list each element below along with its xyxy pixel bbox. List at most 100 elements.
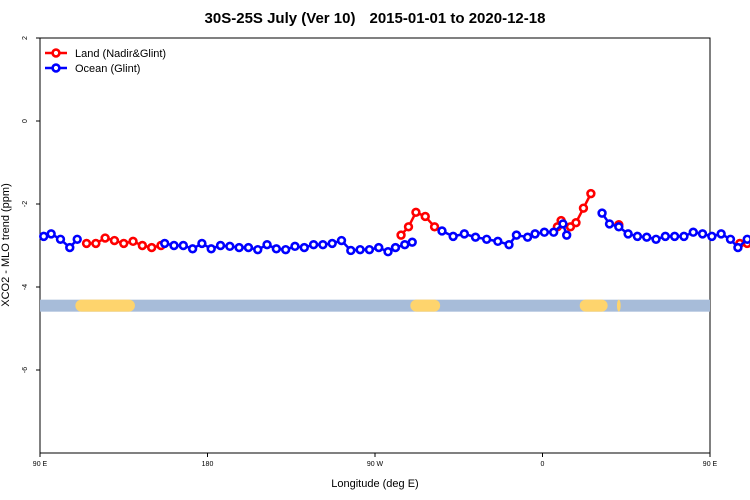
- land-segment: [75, 299, 135, 312]
- data-point: [225, 241, 235, 252]
- data-point: [280, 244, 291, 255]
- chart-title-text: 30S-25S July (Ver 10): [204, 10, 356, 27]
- data-point: [253, 244, 263, 255]
- chart-date-range: 2015-01-01 to 2020-12-18: [369, 10, 546, 27]
- data-point: [561, 230, 572, 240]
- data-point: [597, 208, 607, 218]
- y-tick-label: -2: [22, 201, 29, 207]
- data-point: [383, 247, 393, 257]
- data-point: [119, 238, 129, 249]
- data-point: [39, 231, 49, 242]
- data-point: [271, 244, 282, 254]
- data-point: [215, 240, 226, 251]
- data-point: [481, 234, 492, 244]
- data-point: [374, 242, 384, 253]
- data-point: [262, 239, 272, 250]
- data-point: [187, 244, 198, 254]
- data-point: [725, 234, 736, 244]
- data-point: [707, 231, 717, 242]
- legend-marker: [51, 48, 61, 58]
- data-point: [169, 240, 179, 251]
- data-point: [146, 242, 157, 253]
- data-point: [400, 239, 410, 250]
- ocean-strip: [40, 299, 710, 312]
- x-tick-label: 180: [202, 461, 214, 468]
- data-point: [578, 203, 589, 213]
- data-point: [539, 227, 550, 237]
- data-point: [137, 240, 148, 251]
- data-point: [511, 230, 522, 240]
- data-point: [336, 235, 347, 246]
- data-point: [403, 222, 414, 232]
- data-point: [55, 234, 66, 244]
- data-point: [46, 229, 56, 239]
- data-point: [308, 239, 319, 250]
- data-point: [411, 207, 421, 218]
- legend-marker: [51, 63, 61, 73]
- data-point: [548, 227, 559, 237]
- data-point: [206, 244, 216, 254]
- data-point: [178, 240, 189, 251]
- x-tick-label: 90 E: [703, 461, 718, 468]
- data-point: [420, 211, 430, 222]
- data-point: [109, 235, 120, 246]
- data-point: [128, 236, 138, 247]
- chart-title: 30S-25S July (Ver 10) 2015-01-01 to 2020-…: [0, 10, 750, 27]
- data-point: [586, 188, 596, 199]
- data-point: [623, 229, 633, 239]
- data-point: [197, 238, 207, 249]
- y-tick-label: -6: [22, 367, 29, 373]
- data-point: [688, 227, 698, 237]
- land-segment: [410, 299, 441, 312]
- y-tick-label: -4: [22, 284, 29, 290]
- data-point: [632, 231, 643, 242]
- data-point: [651, 234, 661, 244]
- land-segment: [616, 299, 621, 312]
- data-point: [571, 217, 581, 228]
- data-point: [669, 231, 680, 242]
- data-point: [100, 233, 110, 243]
- data-point: [522, 232, 533, 242]
- x-tick-label: 0: [541, 461, 545, 468]
- data-point: [459, 229, 470, 239]
- data-point: [733, 242, 743, 253]
- legend-label: Land (Nadir&Glint): [75, 48, 166, 60]
- data-point: [346, 245, 356, 256]
- data-point: [234, 242, 244, 253]
- data-point: [429, 222, 440, 232]
- data-point: [290, 241, 300, 252]
- data-point: [660, 231, 671, 242]
- land-segment: [579, 299, 608, 312]
- legend-label: Ocean (Glint): [75, 63, 140, 75]
- y-axis-label: XCO2 - MLO trend (ppm): [0, 183, 12, 306]
- data-point: [558, 219, 568, 229]
- x-tick-label: 90 E: [33, 461, 48, 468]
- data-point: [355, 244, 365, 255]
- data-point: [530, 229, 540, 239]
- data-point: [81, 238, 92, 249]
- data-point: [396, 230, 406, 240]
- data-point: [390, 242, 401, 253]
- data-point: [407, 237, 417, 247]
- data-point: [159, 238, 170, 249]
- data-point: [716, 229, 726, 239]
- x-axis-label: Longitude (deg E): [331, 478, 418, 490]
- series-ocean: [39, 208, 750, 257]
- x-tick-label: 90 W: [367, 461, 384, 468]
- data-point: [65, 242, 75, 253]
- data-point: [614, 222, 624, 232]
- data-point: [504, 239, 514, 250]
- data-point: [364, 244, 375, 255]
- data-point: [697, 229, 708, 239]
- data-point: [437, 226, 447, 236]
- data-point: [327, 238, 337, 249]
- data-point: [642, 232, 652, 242]
- data-point: [299, 242, 309, 253]
- data-point: [742, 234, 750, 244]
- data-point: [243, 242, 254, 253]
- data-point: [493, 236, 503, 247]
- data-point: [318, 239, 328, 250]
- data-point: [470, 232, 481, 242]
- data-point: [448, 231, 458, 242]
